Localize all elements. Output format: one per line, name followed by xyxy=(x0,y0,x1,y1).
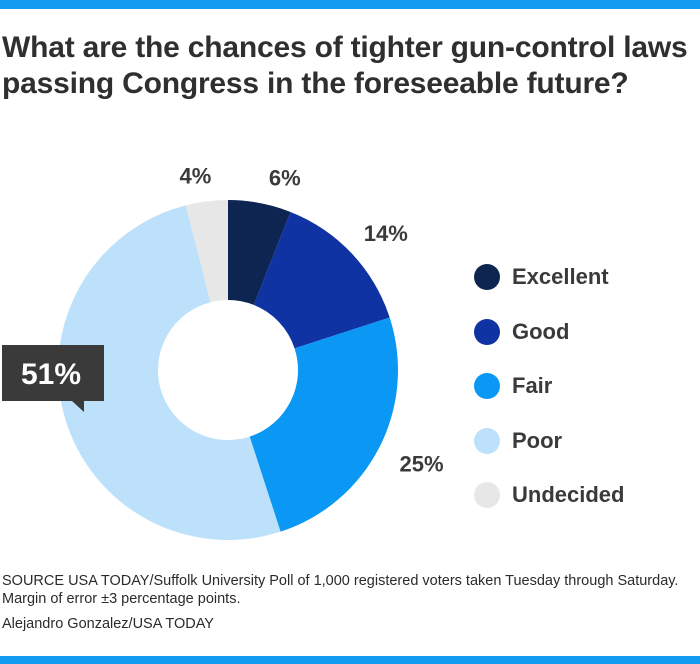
legend-item-fair: Fair xyxy=(474,359,694,414)
legend-label-poor: Poor xyxy=(512,427,563,453)
legend-label-undecided: Undecided xyxy=(512,482,625,508)
callout-value-label: 51% xyxy=(21,358,81,391)
donut-slice-poor xyxy=(57,205,281,540)
highlight-callout: 51% xyxy=(2,345,104,412)
donut-slice-fair xyxy=(249,317,398,532)
legend-swatch-fair xyxy=(474,373,500,400)
slice-labels: 6% 14% 25% 4% xyxy=(180,164,444,477)
legend-swatch-excellent xyxy=(474,264,500,291)
slice-label-undecided: 4% xyxy=(180,164,212,189)
slice-label-fair: 25% xyxy=(400,452,444,477)
top-accent-bar xyxy=(0,0,700,9)
legend-item-undecided: Undecided xyxy=(474,468,694,523)
legend-label-good: Good xyxy=(512,318,570,344)
legend-item-excellent: Excellent xyxy=(474,250,694,305)
legend-swatch-undecided xyxy=(474,482,500,509)
slice-label-good: 14% xyxy=(364,221,408,246)
legend-label-fair: Fair xyxy=(512,373,553,399)
chart-legend: Excellent Good Fair Poor Undecided xyxy=(474,250,694,523)
legend-label-excellent: Excellent xyxy=(512,264,609,290)
legend-item-poor: Poor xyxy=(474,414,694,469)
credit-line: Alejandro Gonzalez/USA TODAY xyxy=(2,616,214,632)
source-note: SOURCE USA TODAY/Suffolk University Poll… xyxy=(2,573,679,607)
donut-slices xyxy=(57,200,398,540)
donut-slice-undecided xyxy=(185,200,228,303)
donut-chart: 6% 14% 25% 4% 51% xyxy=(2,164,444,540)
legend-item-good: Good xyxy=(474,305,694,360)
callout-background xyxy=(2,345,104,412)
legend-swatch-good xyxy=(474,318,500,345)
donut-slice-good xyxy=(253,211,390,349)
chart-title: What are the chances of tighter gun-cont… xyxy=(2,31,688,100)
legend-swatch-poor xyxy=(474,427,500,454)
slice-label-excellent: 6% xyxy=(269,165,301,190)
donut-slice-excellent xyxy=(228,200,291,305)
bottom-accent-bar xyxy=(0,656,700,664)
